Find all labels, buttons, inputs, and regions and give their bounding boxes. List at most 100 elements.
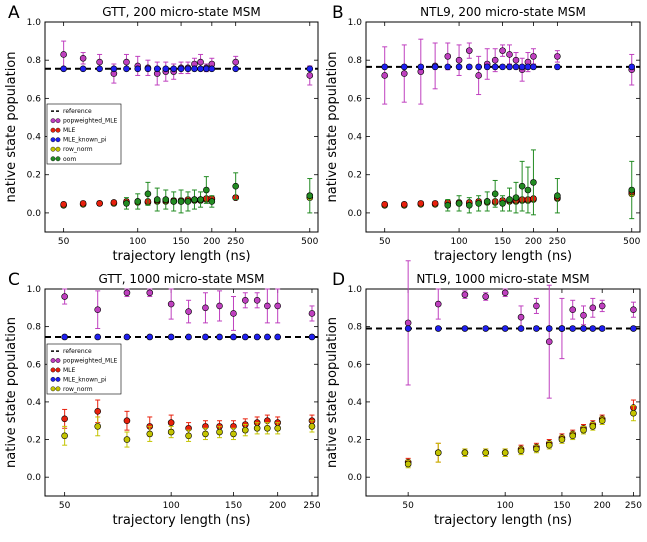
data-point bbox=[232, 65, 239, 73]
legend-label: MLE_known_pi bbox=[63, 376, 107, 383]
data-point bbox=[455, 56, 463, 64]
x-tick-label: 50 bbox=[379, 237, 391, 247]
data-point bbox=[146, 289, 154, 297]
data-point bbox=[512, 63, 520, 71]
data-point bbox=[524, 63, 532, 71]
y-axis-label: native state population bbox=[4, 52, 19, 203]
data-point bbox=[167, 333, 175, 341]
legend-label: MLE bbox=[63, 127, 76, 134]
data-point bbox=[96, 58, 103, 66]
data-point bbox=[134, 198, 142, 205]
data-point bbox=[628, 63, 636, 71]
legend-swatch bbox=[50, 367, 56, 373]
data-point bbox=[628, 186, 636, 194]
panel-title: GTT, 1000 micro-state MSM bbox=[98, 272, 264, 286]
x-tick-label: 100 bbox=[497, 501, 514, 511]
data-point bbox=[94, 423, 102, 430]
data-point bbox=[274, 333, 281, 341]
panel-c: 0.0 0.2 0.4 0.6 0.8 1.0 50 100 150 200 250 GTT, 100… bbox=[4, 270, 321, 528]
data-point bbox=[170, 65, 177, 73]
data-point bbox=[123, 417, 131, 425]
data-point bbox=[524, 186, 532, 194]
panel-letter: C bbox=[8, 270, 20, 290]
data-point bbox=[170, 198, 177, 205]
data-point bbox=[60, 51, 67, 58]
data-point bbox=[144, 65, 152, 73]
x-tick-label: 100 bbox=[450, 237, 467, 247]
x-tick-label: 200 bbox=[594, 501, 611, 511]
y-tick-label: 1.0 bbox=[348, 285, 363, 295]
data-point bbox=[60, 65, 67, 73]
legend-swatch bbox=[55, 137, 61, 143]
data-point bbox=[177, 198, 185, 205]
data-point bbox=[530, 179, 537, 186]
y-tick-label: 0.6 bbox=[348, 94, 363, 104]
series-row-norm bbox=[61, 416, 316, 448]
legend-swatch bbox=[55, 118, 61, 124]
data-point bbox=[208, 65, 216, 73]
data-point bbox=[153, 65, 161, 73]
data-point bbox=[308, 333, 316, 341]
x-tick-label: 250 bbox=[549, 237, 566, 247]
data-point bbox=[630, 409, 637, 417]
data-point bbox=[144, 190, 152, 198]
data-point bbox=[501, 449, 509, 457]
legend: reference popweighted_MLE MLE MLE_known_pir… bbox=[46, 343, 122, 395]
data-point bbox=[506, 196, 513, 203]
data-point bbox=[545, 338, 553, 345]
data-point bbox=[444, 63, 452, 71]
y-tick-label: 0.8 bbox=[27, 323, 42, 333]
data-point bbox=[230, 430, 237, 438]
data-point bbox=[545, 441, 553, 449]
data-point bbox=[123, 436, 131, 443]
data-point bbox=[630, 325, 637, 332]
data-point bbox=[400, 70, 408, 77]
data-point bbox=[241, 333, 249, 341]
legend-box bbox=[46, 103, 122, 165]
data-point bbox=[241, 426, 249, 434]
x-tick-label: 100 bbox=[129, 237, 146, 247]
data-point bbox=[153, 196, 161, 203]
legend-swatch bbox=[55, 376, 61, 382]
x-tick-label: 200 bbox=[525, 237, 542, 247]
y-tick-label: 0.6 bbox=[348, 360, 363, 370]
data-point bbox=[554, 63, 561, 71]
data-point bbox=[483, 63, 491, 71]
data-point bbox=[444, 201, 452, 209]
series-mle-known-pi bbox=[381, 63, 636, 71]
y-tick-label: 0.6 bbox=[27, 360, 42, 370]
data-point bbox=[216, 428, 223, 436]
y-tick-label: 0.2 bbox=[27, 436, 41, 446]
x-tick-label: 150 bbox=[225, 501, 242, 511]
data-point bbox=[491, 56, 499, 64]
data-point bbox=[530, 63, 537, 71]
x-tick-label: 100 bbox=[163, 501, 180, 511]
y-tick-label: 0.8 bbox=[27, 56, 42, 66]
data-point bbox=[232, 58, 239, 66]
data-point bbox=[146, 430, 154, 438]
legend-label: reference bbox=[63, 348, 92, 355]
data-point bbox=[475, 200, 482, 207]
y-tick-label: 0.2 bbox=[27, 171, 41, 181]
y-tick-label: 0.0 bbox=[27, 209, 42, 219]
data-point bbox=[580, 312, 587, 319]
data-point bbox=[216, 333, 223, 341]
plot-frame bbox=[365, 288, 641, 497]
legend-swatch bbox=[55, 358, 61, 363]
data-point bbox=[417, 63, 425, 71]
data-point bbox=[79, 65, 87, 73]
data-point bbox=[598, 325, 606, 332]
data-point bbox=[589, 325, 597, 332]
data-point bbox=[61, 432, 68, 440]
x-axis-label: trajectory length (ns) bbox=[434, 513, 572, 528]
data-point bbox=[554, 192, 561, 200]
data-point bbox=[94, 408, 102, 415]
data-point bbox=[185, 308, 192, 315]
data-point bbox=[306, 192, 314, 200]
data-point bbox=[444, 53, 452, 60]
y-tick-label: 1.0 bbox=[27, 285, 42, 295]
data-point bbox=[177, 65, 185, 73]
x-tick-label: 50 bbox=[58, 237, 70, 247]
panel-title: GTT, 200 micro-state MSM bbox=[102, 5, 260, 19]
data-point bbox=[630, 306, 637, 314]
